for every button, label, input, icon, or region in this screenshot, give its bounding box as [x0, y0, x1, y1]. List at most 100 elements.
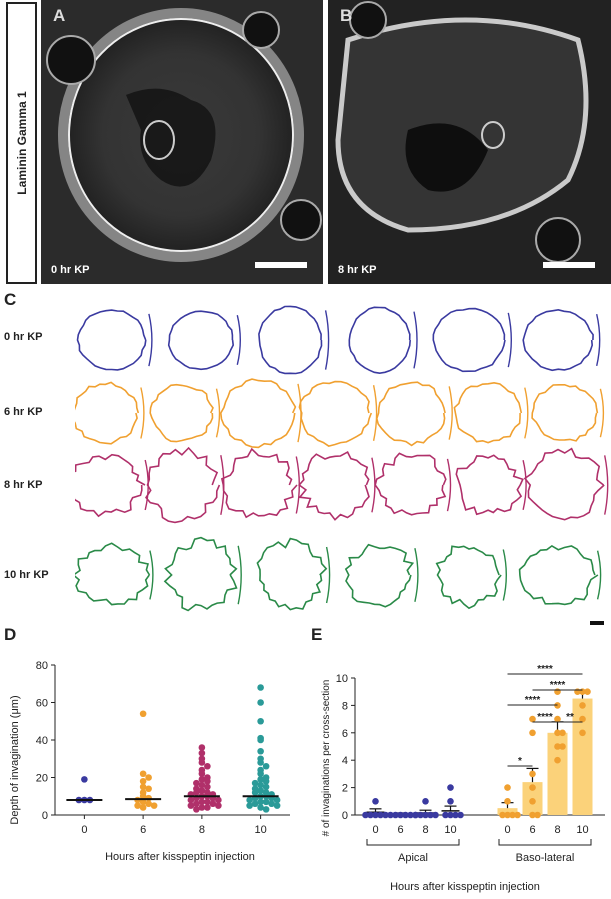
- chart-d-xlabel: Hours after kisspeptin injection: [105, 851, 255, 863]
- data-point: [262, 762, 270, 770]
- data-point: [215, 802, 222, 809]
- outline-scale-bar: [590, 621, 604, 625]
- data-point: [139, 792, 147, 800]
- data-point: [262, 777, 270, 785]
- data-point: [198, 770, 206, 778]
- cell-outline: [432, 307, 506, 373]
- cell-outline: [518, 544, 599, 606]
- data-point: [529, 811, 536, 819]
- basement-membrane-outline: [297, 383, 302, 443]
- data-point: [198, 781, 206, 789]
- data-point: [509, 811, 516, 819]
- data-point: [215, 796, 222, 804]
- data-point: [447, 798, 454, 805]
- cell-outline: [76, 309, 147, 371]
- data-point: [139, 770, 147, 778]
- stain-label-box: Laminin Gamma 1: [6, 2, 37, 284]
- outline-row-label: 6 hr KP: [4, 406, 43, 418]
- data-point: [452, 811, 459, 819]
- data-point: [579, 715, 586, 723]
- cell-outline: [453, 381, 523, 444]
- data-point: [273, 802, 281, 809]
- panel-e-letter: E: [311, 625, 323, 644]
- bar: [547, 732, 568, 815]
- cell-outline: [75, 453, 146, 518]
- micrograph-b-label: 8 hr KP: [338, 264, 377, 276]
- group-bracket: [498, 839, 592, 846]
- data-point: [377, 811, 384, 819]
- data-point: [559, 729, 566, 737]
- data-point: [198, 787, 206, 794]
- data-point: [397, 811, 404, 819]
- data-point: [407, 811, 414, 819]
- basement-membrane-outline: [446, 458, 452, 512]
- chart-e-ylabel: # of invaginations per cross-section: [321, 680, 332, 837]
- data-point: [246, 802, 253, 809]
- cell-outline: [348, 306, 411, 375]
- basement-membrane-outline: [324, 310, 330, 370]
- x-tick-label: 10: [576, 824, 588, 836]
- outline-row-label: 0 hr KP: [4, 331, 43, 343]
- x-tick-label: 8: [199, 824, 205, 836]
- data-point: [442, 811, 449, 819]
- panel-d-letter: D: [4, 625, 17, 644]
- basement-membrane-outline: [236, 315, 241, 365]
- x-tick-label: 10: [255, 824, 267, 836]
- cell-outline: [435, 545, 502, 610]
- group-label: Baso-lateral: [516, 852, 575, 864]
- data-point: [514, 811, 521, 819]
- data-point: [554, 715, 561, 723]
- cell-outline: [523, 447, 605, 521]
- data-point: [447, 784, 454, 791]
- data-point: [257, 776, 264, 783]
- micrograph-a-image: [41, 0, 323, 284]
- data-point: [246, 796, 253, 804]
- basement-membrane-outline: [522, 460, 527, 510]
- micrograph-a-label: 0 hr KP: [51, 264, 90, 276]
- data-point: [499, 811, 506, 819]
- y-tick-label: 20: [36, 773, 48, 785]
- cell-outline: [163, 536, 238, 612]
- cell-outline: [531, 384, 599, 442]
- data-point: [534, 811, 541, 819]
- data-point: [262, 798, 270, 806]
- chart-d-ylabel: Depth of invagination (μm): [9, 695, 21, 824]
- data-point: [422, 798, 429, 805]
- basement-membrane-outline: [524, 387, 529, 439]
- y-tick-label: 60: [36, 698, 48, 710]
- cell-outline: [167, 310, 235, 371]
- cell-outline: [522, 308, 594, 372]
- stain-label: Laminin Gamma 1: [14, 91, 29, 195]
- outline-grid: [75, 305, 609, 612]
- data-point: [387, 811, 394, 819]
- data-point: [529, 784, 536, 791]
- data-point: [187, 796, 195, 804]
- y-tick-label: 4: [342, 755, 348, 767]
- cell-outline: [455, 454, 524, 516]
- depth-chart: Depth of invagination (μm) Hours after k…: [9, 660, 290, 863]
- data-point: [139, 783, 147, 791]
- data-point: [262, 783, 270, 791]
- scale-bar: [255, 262, 307, 268]
- x-tick-label: 0: [372, 824, 378, 836]
- scale-bar: [543, 262, 595, 268]
- data-point: [81, 776, 88, 783]
- data-point: [504, 811, 511, 819]
- data-point: [139, 710, 147, 718]
- data-point: [198, 804, 206, 811]
- bar: [572, 698, 593, 815]
- data-point: [257, 787, 264, 794]
- data-point: [193, 779, 200, 787]
- data-point: [574, 688, 581, 695]
- data-point: [193, 800, 200, 808]
- data-point: [193, 806, 200, 813]
- x-tick-label: 8: [554, 824, 560, 836]
- data-point: [257, 781, 264, 789]
- data-point: [372, 811, 379, 819]
- data-point: [145, 774, 152, 781]
- data-point: [193, 789, 200, 796]
- x-tick-label: 6: [529, 824, 535, 836]
- y-tick-label: 8: [342, 700, 348, 712]
- y-tick-label: 0: [42, 810, 48, 822]
- panel-a-letter: A: [53, 6, 66, 25]
